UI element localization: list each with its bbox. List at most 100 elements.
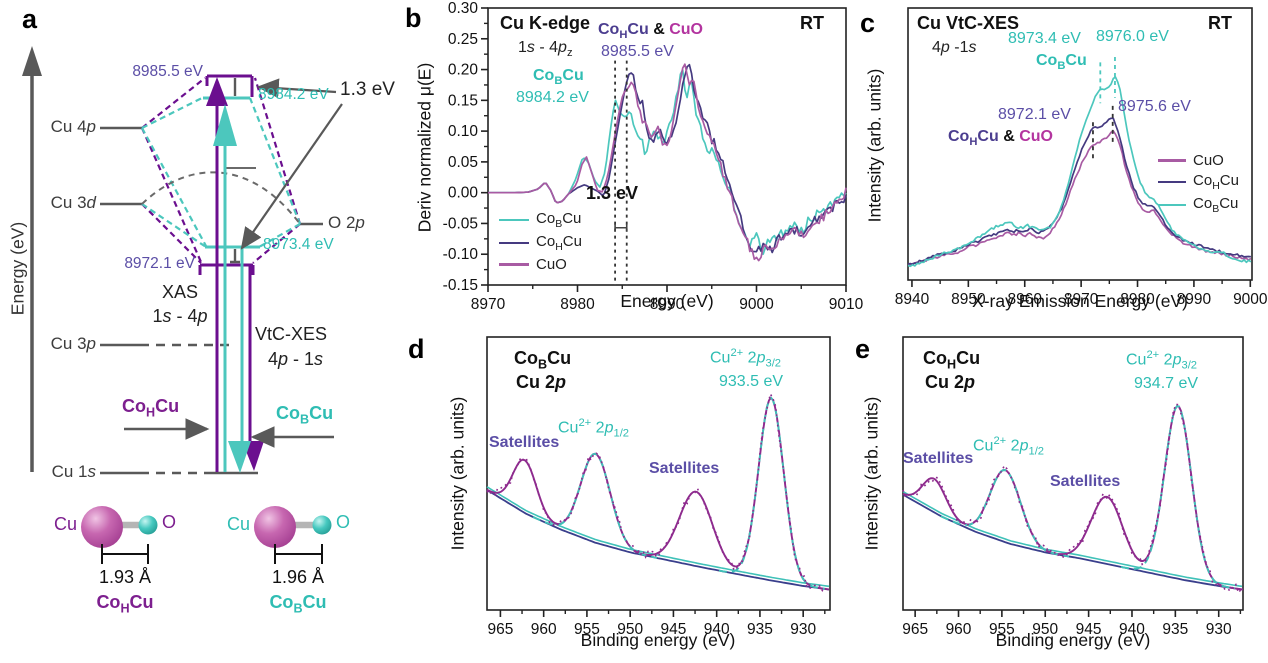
xas-arrowhead-cobcu-icon	[213, 104, 237, 146]
background-line-teal	[486, 486, 830, 588]
series-line-CoBCu	[907, 76, 1252, 268]
satellites-label-1: Satellites	[903, 450, 974, 467]
peak-energy-8984: 8984.2 eV	[516, 89, 589, 106]
x-tick-label: 8990	[650, 296, 685, 313]
legend-item: CoHCu	[499, 233, 582, 253]
x-tick-label: 8990	[1177, 291, 1212, 308]
fit-component-main	[532, 452, 658, 559]
chart-e-title1: CoHCu	[923, 348, 981, 372]
peak-label-2p32: Cu2+ 2p3/2	[1126, 349, 1198, 372]
level-label-cu3p: Cu 3p	[50, 334, 96, 353]
legend-swatch-cobcu	[499, 218, 529, 222]
chart-c-legend: CuO CoHCu CoBCu	[1158, 152, 1239, 215]
mol2-bond-length: 1.96 Å	[271, 567, 325, 587]
x-tick-label: 8960	[1007, 291, 1042, 308]
plot-frame	[907, 7, 1253, 281]
legend-item: CuO	[499, 256, 582, 273]
bond-length-bracket	[274, 544, 323, 564]
cobcu-arrow-label: CoBCu	[276, 403, 334, 427]
x-tick-label: 930	[790, 621, 816, 638]
gap-pointer-mid	[240, 103, 343, 250]
level-label-o2p: O 2p	[328, 213, 365, 232]
legend-label: CuO	[1193, 152, 1224, 169]
gap-pointer-top	[256, 78, 337, 99]
o-atom-icon	[138, 515, 158, 535]
peak-label-cobcu: CoBCu	[1036, 52, 1087, 73]
chart-b-title: Cu K-edge	[500, 13, 590, 33]
mol2-cu-label: Cu	[227, 514, 251, 534]
x-tick-label: 9000	[1233, 291, 1268, 308]
chart-d-title2: Cu 2p	[516, 372, 567, 392]
x-tick-label: 8970	[471, 296, 506, 313]
cu-atom-icon	[81, 506, 123, 548]
bond-length-bracket	[101, 544, 149, 564]
legend-swatch-cobcu	[1158, 203, 1186, 207]
legend-swatch-cuo	[499, 263, 529, 266]
chart-b-legend: CoBCu CoHCu CuO	[499, 210, 582, 273]
legend-item: CoBCu	[499, 210, 582, 230]
energy-value-8985: 8985.5 eV	[132, 63, 203, 80]
peak-energy-8972: 8972.1 eV	[998, 106, 1071, 123]
chart-c-subtitle: 4p -1s	[932, 39, 977, 56]
peak-label-2p12: Cu2+ 2p1/2	[558, 417, 630, 440]
peak-energy-9347: 934.7 eV	[1134, 375, 1199, 392]
level-label-cu3d: Cu 3d	[50, 193, 96, 212]
legend-label: CoHCu	[536, 233, 582, 253]
legend-label: CoBCu	[1193, 195, 1239, 215]
legend-swatch-cohcu	[1158, 180, 1186, 184]
raw-data-dots	[902, 403, 1242, 595]
x-tick-label: 940	[1119, 621, 1145, 638]
legend-swatch-cohcu	[499, 241, 529, 245]
x-tick-label: 950	[1032, 621, 1058, 638]
y-tick-label: 0.30	[448, 0, 479, 17]
panel-c-label: c	[860, 8, 876, 38]
x-tick-label: 950	[617, 621, 643, 638]
o-atom-icon	[312, 515, 332, 535]
x-tick-label: 960	[946, 621, 972, 638]
xas-arrowhead-cohcu-icon	[206, 77, 228, 106]
fit-component-main	[718, 396, 826, 590]
peak-energy-9335: 933.5 eV	[719, 373, 784, 390]
gap-value-label: 1.3 eV	[340, 79, 395, 100]
peak-energy-8976: 8976.0 eV	[1096, 28, 1169, 45]
x-tick-label: 8970	[1064, 291, 1099, 308]
x-tick-label: 960	[531, 621, 557, 638]
panel-d-label: d	[408, 334, 425, 364]
chart-b-xlabel: Energy (eV)	[620, 291, 714, 311]
x-tick-label: 945	[1076, 621, 1102, 638]
chart-d-title1: CoBCu	[514, 348, 572, 372]
chart-b-ylabel: Deriv normalized μ(E)	[414, 62, 435, 233]
xas-transition-label: 1s - 4p	[152, 306, 208, 326]
raw-data-dots	[486, 391, 829, 594]
peak-label-cohcu-cuo: CoHCu & CuO	[598, 21, 703, 42]
plot-frame	[486, 336, 831, 611]
molecule-cobcu	[254, 506, 332, 564]
y-tick-label: 0.20	[448, 62, 479, 79]
peak-label-2p32: Cu2+ 2p3/2	[710, 347, 782, 370]
x-tick-label: 9000	[739, 296, 774, 313]
y-tick-label: 0.00	[448, 185, 479, 202]
y-tick-label: 0.05	[448, 154, 478, 171]
panel-b-label: b	[405, 3, 422, 33]
x-tick-label: 8980	[560, 296, 595, 313]
x-tick-label: 8980	[1120, 291, 1155, 308]
y-tick-label: 0.15	[448, 92, 478, 109]
chart-e-ylabel: Intensity (arb. units)	[861, 396, 882, 551]
energy-value-8984: 8984.2 eV	[258, 86, 329, 103]
chart-c-xlabel: X-ray Emission Energy (eV)	[972, 291, 1188, 311]
plot-frame	[902, 336, 1244, 611]
x-tick-label: 965	[487, 621, 513, 638]
chart-b-rt-badge: RT	[800, 13, 824, 33]
fit-component-main	[940, 469, 1070, 558]
x-tick-label: 955	[989, 621, 1015, 638]
annotation-bracket	[614, 223, 628, 232]
fit-envelope	[902, 405, 1244, 591]
peak-label-cobcu: CoBCu	[533, 67, 584, 88]
chart-c-rt-badge: RT	[1208, 13, 1232, 33]
chart-e-title2: Cu 2p	[925, 372, 976, 392]
peak-label-2p12: Cu2+ 2p1/2	[973, 435, 1045, 458]
cohcu-arrow-label: CoHCu	[122, 396, 180, 420]
chart-e-xlabel: Binding energy (eV)	[995, 630, 1151, 650]
vtc-label: VtC-XES	[255, 324, 328, 344]
